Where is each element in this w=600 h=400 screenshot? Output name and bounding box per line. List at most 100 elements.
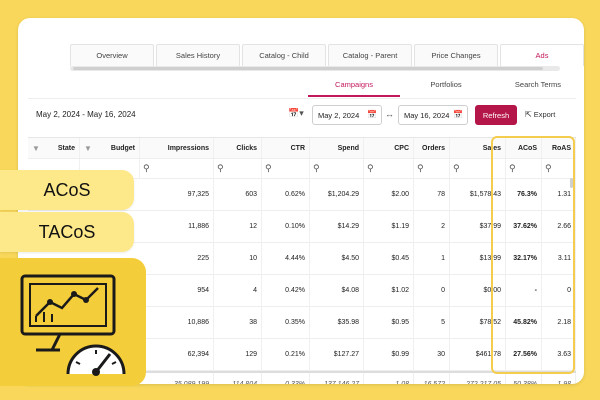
col-roas[interactable]: RoAS [542,138,576,158]
col-orders[interactable]: Orders [414,138,450,158]
col-budget[interactable]: ▼ Budget [80,138,140,158]
cell-roas: 2.18 [542,307,576,338]
date-range-label: May 2, 2024 - May 16, 2024 [36,110,136,119]
col-clicks[interactable]: Clicks [214,138,262,158]
total-impressions: 35,089,199 [140,373,214,384]
cell-clicks: 12 [214,211,262,242]
cell-sales: $37.99 [450,211,506,242]
subtab-campaigns[interactable]: Campaigns [308,76,400,97]
cell-ctr: 4.44% [262,243,310,274]
cell-clicks: 129 [214,339,262,370]
search-icon[interactable] [80,159,140,178]
campaigns-table: ▼ State ▼ Budget Impressions Clicks CTR Sp… [28,137,576,384]
cell-ctr: 0.35% [262,307,310,338]
cell-orders: 1 [414,243,450,274]
col-impressions[interactable]: Impressions [140,138,214,158]
cell-impressions: 954 [140,275,214,306]
col-ctr[interactable]: CTR [262,138,310,158]
col-sales[interactable]: Sales [450,138,506,158]
cell-clicks: 10 [214,243,262,274]
search-icon[interactable]: ⚲ [140,159,214,178]
cell-orders: 78 [414,179,450,210]
tabs-scrollbar[interactable] [70,66,560,71]
cell-roas: 3.63 [542,339,576,370]
cell-cpc: $1.02 [364,275,414,306]
search-icon[interactable]: ⚲ [262,159,310,178]
tab-catalog-child[interactable]: Catalog - Child [242,44,326,66]
total-ctr: 0.33% [262,373,310,384]
cell-cpc: $2.00 [364,179,414,210]
tab-ads[interactable]: Ads [500,44,584,66]
cell-acos: - [506,275,542,306]
search-icon[interactable]: ⚲ [450,159,506,178]
subtab-portfolios[interactable]: Portfolios [430,80,462,89]
subtab-search-terms[interactable]: Search Terms [514,80,562,89]
cell-cpc: $0.99 [364,339,414,370]
tab-catalog-parent[interactable]: Catalog - Parent [328,44,412,66]
cell-spend: $14.29 [310,211,364,242]
tab-price-changes[interactable]: Price Changes [414,44,498,66]
calendar-icon[interactable]: 📅 [453,110,463,119]
tacos-badge: TACoS [0,212,134,252]
tab-sales-history[interactable]: Sales History [156,44,240,66]
cell-orders: 5 [414,307,450,338]
total-spend: 137,146.27 [310,373,364,384]
total-roas: 1.98 [542,373,576,384]
cell-spend: $1,204.29 [310,179,364,210]
cell-clicks: 603 [214,179,262,210]
date-to-value: May 16, 2024 [404,110,450,120]
tabs-scrollbar-thumb[interactable] [73,67,543,70]
cell-impressions: 11,886 [140,211,214,242]
table-row[interactable]: 62,394 129 0.21% $127.27 $0.99 30 $461.7… [28,339,576,371]
date-to-input[interactable]: May 16, 2024 📅 [398,105,468,125]
total-clicks: 114,804 [214,373,262,384]
refresh-button[interactable]: Refresh [475,105,517,125]
col-cpc[interactable]: CPC [364,138,414,158]
cell-spend: $4.50 [310,243,364,274]
tab-overview[interactable]: Overview [70,44,154,66]
search-icon[interactable]: ⚲ [414,159,450,178]
export-button[interactable]: ⇱ Export [525,110,555,119]
cell-acos: 32.17% [506,243,542,274]
col-state[interactable]: ▼ State [28,138,80,158]
table-row[interactable]: 97,325 603 0.62% $1,204.29 $2.00 78 $1,5… [28,179,576,211]
cell-acos: 45.82% [506,307,542,338]
total-cpc: 1.08 [364,373,414,384]
search-icon[interactable] [28,159,80,178]
cell-cpc: $1.19 [364,211,414,242]
cell-clicks: 38 [214,307,262,338]
cell-acos: 76.3% [506,179,542,210]
search-icon[interactable]: ⚲ [364,159,414,178]
table-scrollbar[interactable] [570,178,573,188]
filter-icon[interactable]: ▼ [32,143,40,153]
table-totals-row: 35,089,199 114,804 0.33% 137,146.27 1.08… [28,371,576,384]
search-icon[interactable]: ⚲ [214,159,262,178]
search-icon[interactable]: ⚲ [542,159,576,178]
cell-orders: 30 [414,339,450,370]
calendar-icon[interactable]: 📅▾ [288,108,304,118]
cell-spend: $127.27 [310,339,364,370]
calendar-icon[interactable]: 📅 [367,110,377,119]
cell-spend: $35.98 [310,307,364,338]
table-row[interactable]: 225 10 4.44% $4.50 $0.45 1 $13.99 32.17%… [28,243,576,275]
cell-impressions: 62,394 [140,339,214,370]
total-acos: 50.38% [506,373,542,384]
table-row[interactable]: 10,886 38 0.35% $35.98 $0.95 5 $78.52 45… [28,307,576,339]
cell-orders: 2 [414,211,450,242]
cell-sales: $0.00 [450,275,506,306]
table-row[interactable]: 11,886 12 0.10% $14.29 $1.19 2 $37.99 37… [28,211,576,243]
cell-impressions: 10,886 [140,307,214,338]
cell-sales: $78.52 [450,307,506,338]
cell-spend: $4.08 [310,275,364,306]
filter-icon[interactable]: ▼ [84,143,92,153]
analytics-dashboard-graphic [20,274,126,376]
search-icon[interactable]: ⚲ [506,159,542,178]
cell-acos: 27.56% [506,339,542,370]
date-from-input[interactable]: May 2, 2024 📅 [312,105,382,125]
search-icon[interactable]: ⚲ [310,159,364,178]
range-arrow-icon: ↔ [385,109,394,119]
col-spend[interactable]: Spend [310,138,364,158]
cell-sales: $461.78 [450,339,506,370]
cell-roas: 0 [542,275,576,306]
col-acos[interactable]: ACoS [506,138,542,158]
